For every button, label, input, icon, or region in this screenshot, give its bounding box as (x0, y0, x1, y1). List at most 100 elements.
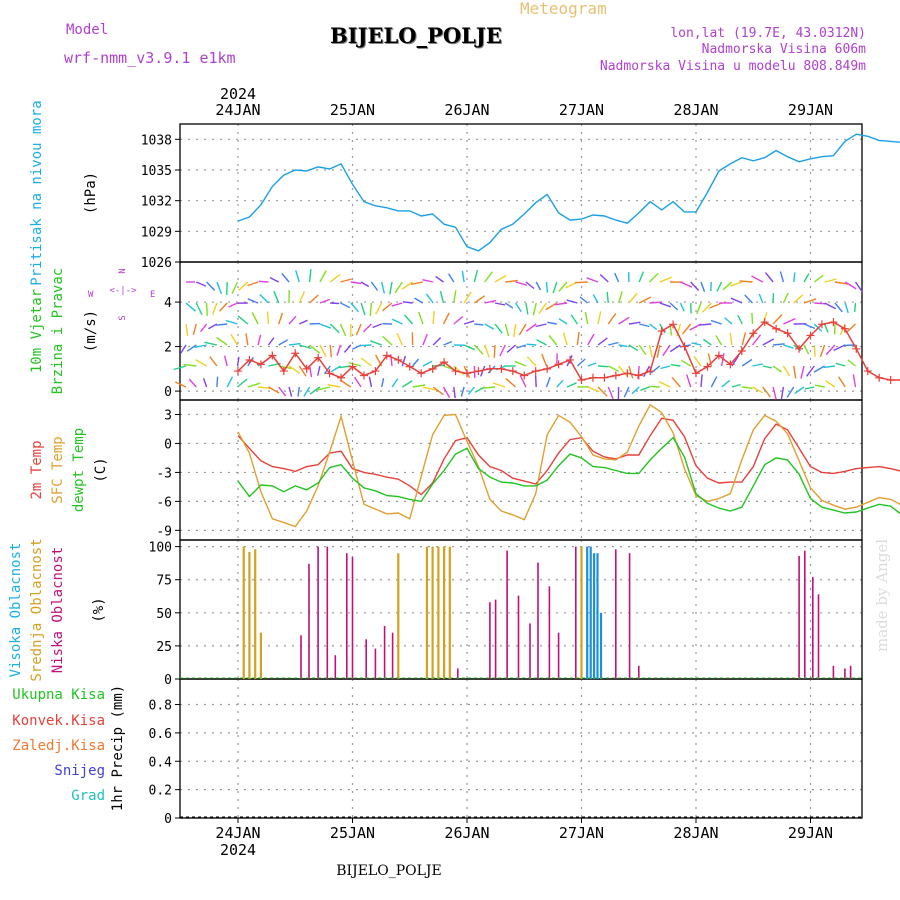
wind-arrow (336, 344, 342, 356)
wind-arrow (656, 344, 661, 358)
wind-arrow (231, 281, 239, 294)
temp-line-1 (237, 403, 900, 528)
wind-arrow (744, 294, 754, 304)
cloud-bar (374, 648, 377, 679)
wind-arrow (730, 297, 743, 304)
wind-arrow (793, 272, 796, 283)
wind-speed-marker (474, 367, 483, 376)
wind-arrow (535, 323, 547, 328)
wind-arrow (566, 382, 577, 388)
wind-arrow (803, 344, 810, 355)
wind-arrow (228, 302, 238, 308)
wind-arrow (247, 281, 259, 287)
wind-arrow (391, 378, 399, 388)
wind-arrow (720, 353, 725, 367)
wind-arrow (845, 323, 856, 334)
y-tick-label: 25 (156, 640, 172, 655)
wind-speed-marker (588, 373, 597, 382)
cloud-bar (448, 546, 451, 679)
wind-arrow (412, 358, 420, 367)
x-tick-label-bottom: 26JAN (444, 824, 489, 842)
wind-speed-marker (817, 320, 826, 329)
wind-arrow (484, 271, 493, 283)
wind-arrow (659, 276, 672, 283)
wind-speed-marker (703, 362, 712, 371)
wind-arrow (209, 356, 218, 367)
wind-arrow (494, 274, 507, 283)
wind-arrow (722, 281, 733, 291)
wind-arrow (200, 323, 208, 333)
wind-arrow (258, 280, 269, 283)
cloud-bar (812, 577, 814, 679)
wind-arrow (391, 302, 403, 307)
cloud-bar (365, 639, 367, 679)
wind-arrow (204, 341, 218, 346)
wind-arrow (716, 281, 723, 292)
y-tick-label: 0.6 (149, 727, 172, 742)
wind-arrow (216, 336, 228, 346)
x-tick-label-top: 27JAN (559, 101, 604, 119)
wind-arrow (834, 302, 843, 313)
wind-arrow (534, 375, 537, 388)
cloud-bar (849, 665, 852, 679)
wind-arrow (453, 315, 464, 325)
wind-arrow (180, 344, 187, 354)
wind-side-label-2: Brzina i Pravac (50, 268, 66, 394)
wind-arrow (329, 344, 332, 358)
wind-arrow (786, 386, 795, 398)
wind-arrow (278, 339, 289, 346)
wind-arrow (752, 386, 763, 394)
wind-arrow (835, 362, 846, 367)
wind-arrow (370, 340, 382, 346)
y-tick-label: 1035 (141, 164, 172, 179)
wind-arrow (702, 338, 712, 346)
y-tick-label: 0 (164, 385, 172, 400)
wind-arrow (196, 281, 207, 287)
wind-arrow (258, 386, 271, 389)
wind-speed-marker (371, 367, 380, 376)
cloud-bar (638, 665, 640, 679)
cloud-bar (586, 546, 589, 679)
wind-speed-marker (611, 371, 620, 380)
wind-arrow (724, 317, 733, 325)
wind-arrow (584, 311, 589, 325)
wind-arrow (340, 278, 352, 283)
wind-arrow (484, 344, 490, 358)
wind-arrow (823, 365, 835, 369)
wind-speed-marker (234, 367, 242, 376)
wind-arrow (538, 302, 548, 314)
pressure-side-label: Pritisak na nivou mora (29, 100, 45, 285)
cloud-bar (254, 549, 257, 679)
wind-arrow (597, 365, 609, 368)
wind-arrow (701, 302, 712, 313)
wind-arrow (617, 291, 623, 304)
cloud-bar (317, 546, 319, 679)
wind-arrow (422, 279, 434, 283)
wind-arrow (192, 323, 197, 335)
wind-arrow (525, 302, 529, 315)
wind-arrow (259, 293, 269, 304)
wind-arrow (327, 384, 341, 388)
wind-arrow (566, 299, 578, 304)
wind-arrow (640, 386, 650, 391)
wind-arrow (597, 337, 608, 346)
wind-arrow (741, 358, 753, 367)
wind-arrow (410, 281, 424, 285)
wind-arrow (628, 321, 641, 325)
cloud-bar (844, 668, 846, 679)
wind-arrow (308, 365, 313, 378)
wind-arrow (669, 344, 681, 353)
wind-arrow (670, 364, 681, 367)
wind-speed-marker (840, 324, 849, 333)
precip-legend-4: Grad (71, 788, 105, 804)
cloud-bar (248, 551, 251, 679)
wind-arrow (183, 363, 197, 367)
wind-speed-marker (760, 318, 769, 327)
wind-arrow (245, 333, 249, 346)
wind-arrow (402, 301, 413, 304)
wind-arrow (329, 323, 340, 334)
wind-arrow (299, 344, 312, 350)
wind-arrow (319, 270, 327, 283)
wind-arrow (303, 386, 311, 397)
temp-line-2 (237, 436, 900, 515)
